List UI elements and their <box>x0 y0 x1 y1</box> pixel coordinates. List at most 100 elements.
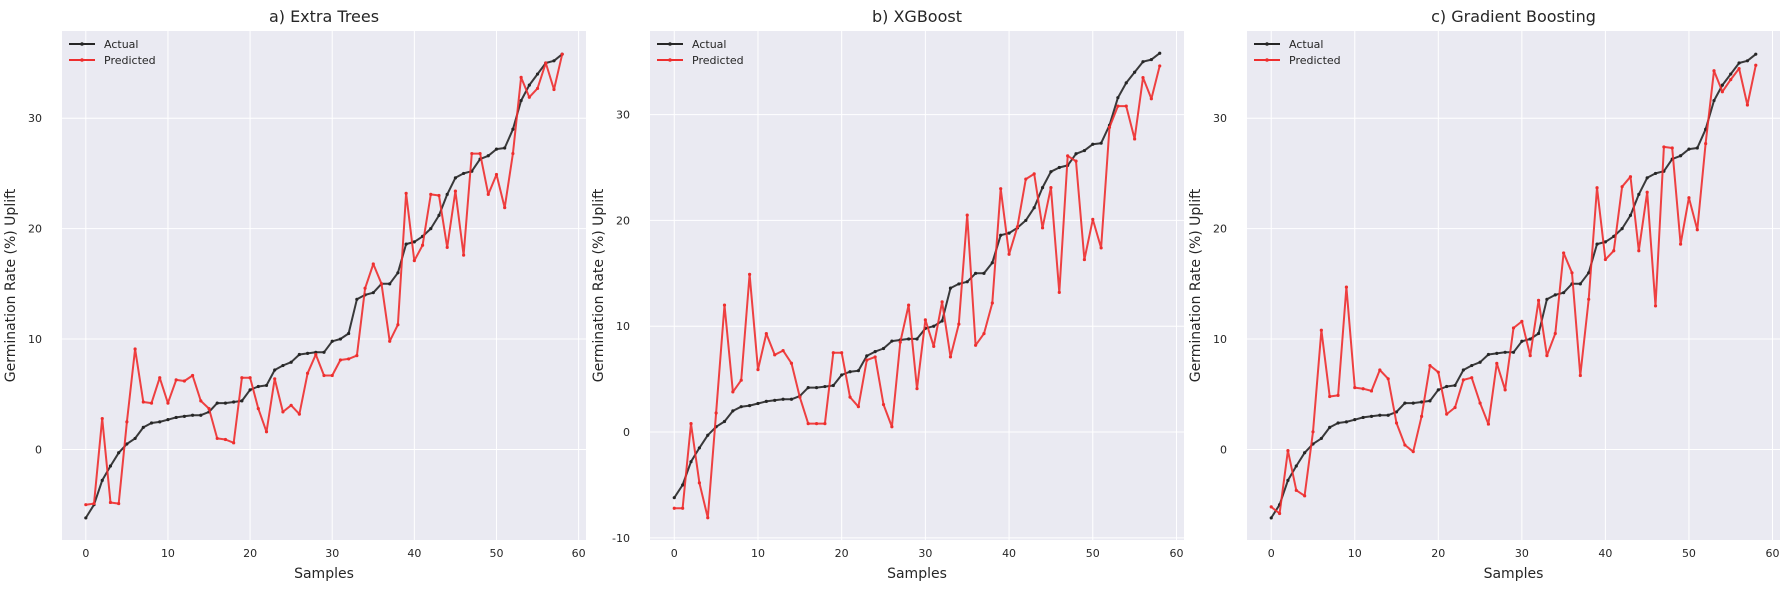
data-point <box>1286 448 1290 453</box>
data-point <box>478 151 482 156</box>
data-point <box>445 245 449 250</box>
data-point <box>999 233 1003 237</box>
series-actual <box>672 51 1162 500</box>
data-point <box>1720 83 1724 87</box>
data-point <box>999 187 1003 191</box>
data-point <box>1428 363 1432 368</box>
data-point <box>248 388 252 392</box>
data-point <box>1670 146 1674 150</box>
data-point <box>1595 242 1599 246</box>
data-point <box>848 395 852 399</box>
data-point <box>1620 185 1624 189</box>
data-point <box>1495 361 1499 365</box>
data-point <box>100 416 104 421</box>
y-tick-label: 20 <box>28 223 42 236</box>
data-point <box>330 373 334 378</box>
data-point <box>689 421 693 426</box>
data-point <box>990 261 994 265</box>
data-point <box>1328 425 1332 429</box>
data-point <box>503 146 507 150</box>
data-point <box>1328 394 1332 399</box>
data-point <box>982 332 986 336</box>
data-point <box>141 400 145 404</box>
data-point <box>84 503 88 507</box>
data-point <box>1687 196 1691 200</box>
data-point <box>798 395 802 399</box>
data-point <box>1595 186 1599 190</box>
data-point <box>1511 326 1516 330</box>
x-tick-label: 60 <box>572 547 586 560</box>
data-point <box>764 332 768 336</box>
data-point <box>948 286 953 290</box>
x-tick-label: 0 <box>82 547 89 560</box>
data-point <box>756 368 760 372</box>
data-point <box>973 271 978 275</box>
data-point <box>932 344 936 348</box>
data-point <box>1712 69 1716 73</box>
data-point <box>371 291 375 295</box>
data-point <box>1133 137 1137 141</box>
data-point <box>1729 77 1733 82</box>
data-point <box>1553 293 1557 297</box>
data-point <box>706 516 710 520</box>
data-point <box>1082 148 1086 153</box>
data-point <box>1754 52 1758 56</box>
plot-area <box>62 31 586 540</box>
data-point <box>215 401 219 405</box>
data-point <box>1091 142 1095 146</box>
x-axis-label: Samples <box>887 566 947 582</box>
data-point <box>1024 177 1028 181</box>
data-point <box>1057 165 1061 170</box>
data-point <box>814 386 819 390</box>
data-point <box>672 496 676 500</box>
data-point <box>697 481 701 485</box>
data-point <box>1520 339 1524 343</box>
data-point <box>388 339 392 343</box>
data-point <box>1361 415 1365 420</box>
data-point <box>1662 145 1666 149</box>
data-point <box>1319 436 1323 441</box>
data-point <box>1486 352 1491 357</box>
x-tick-label: 40 <box>407 547 421 560</box>
legend-label: Predicted <box>1289 54 1341 67</box>
data-point <box>453 189 458 193</box>
legend-marker <box>80 58 84 62</box>
data-point <box>873 355 877 359</box>
data-point <box>232 441 236 445</box>
data-point <box>689 460 693 464</box>
data-point <box>748 272 752 276</box>
data-point <box>1528 337 1532 341</box>
series-actual <box>84 52 564 520</box>
data-point <box>1074 159 1078 163</box>
data-point <box>681 483 685 487</box>
data-point <box>166 418 170 422</box>
data-point <box>527 95 531 99</box>
data-point <box>199 399 203 403</box>
data-point <box>1411 450 1415 454</box>
data-point <box>182 414 186 418</box>
data-point <box>1353 386 1357 390</box>
data-point <box>1428 399 1432 403</box>
data-point <box>1158 51 1162 55</box>
data-point <box>840 351 844 355</box>
data-point <box>957 322 961 326</box>
data-point <box>1720 90 1724 94</box>
data-point <box>1678 154 1683 158</box>
data-point <box>672 506 676 510</box>
x-tick-label: 20 <box>835 547 849 560</box>
data-point <box>781 397 785 401</box>
data-point <box>190 373 195 378</box>
data-point <box>1737 66 1741 71</box>
data-point <box>223 437 228 442</box>
legend-label: Predicted <box>692 54 744 67</box>
data-point <box>412 259 416 263</box>
x-tick-label: 10 <box>161 547 175 560</box>
data-point <box>681 506 685 510</box>
x-tick-label: 30 <box>325 547 339 560</box>
subplot-extra-trees: 0 10 20 30 40 50 60 0 10 20 30 a) Extra Trees Sample… <box>3 7 586 582</box>
data-point <box>1562 291 1566 295</box>
data-point <box>527 83 531 87</box>
data-point <box>1386 413 1390 417</box>
data-point <box>264 430 269 434</box>
data-point <box>1678 242 1683 246</box>
